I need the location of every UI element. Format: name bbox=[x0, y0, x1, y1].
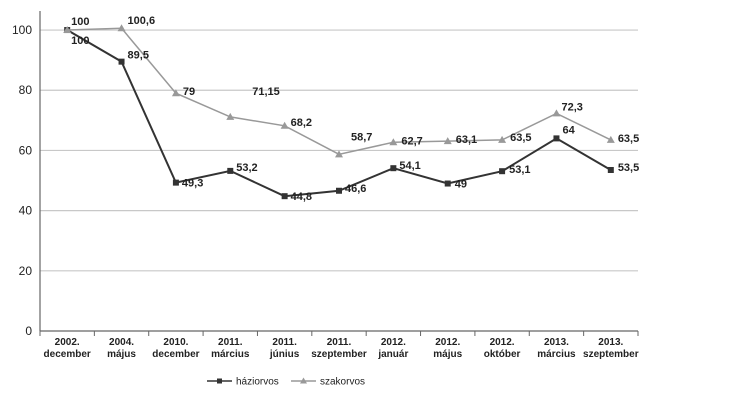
x-tick-label: 2011. bbox=[218, 337, 243, 348]
y-tick-label: 20 bbox=[19, 264, 33, 278]
x-tick-label: 2010. bbox=[163, 337, 188, 348]
x-tick-label: 2012. bbox=[435, 337, 460, 348]
x-tick-label: 2011. bbox=[272, 337, 297, 348]
data-point-szakorvos bbox=[606, 135, 615, 143]
data-label-háziorvos: 49,3 bbox=[182, 178, 203, 190]
data-point-szakorvos bbox=[171, 89, 180, 97]
data-point-szakorvos bbox=[498, 135, 507, 143]
x-tick-label: 2013. bbox=[598, 337, 623, 348]
x-tick-label: 2013. bbox=[544, 337, 569, 348]
data-label-layer: 100 89,5 49,3 53,2 44,8 46,6 54,1 49 53,1 64 53,5 1… bbox=[71, 15, 639, 203]
data-point-háziorvos bbox=[444, 180, 451, 187]
data-label-háziorvos: 54,1 bbox=[399, 160, 420, 172]
data-label-szakorvos: 63,5 bbox=[510, 132, 531, 144]
data-label-háziorvos: 53,2 bbox=[236, 162, 257, 174]
data-label-háziorvos: 49 bbox=[455, 179, 467, 191]
data-point-szakorvos bbox=[280, 121, 289, 129]
x-tick-label: szeptember bbox=[583, 349, 639, 360]
x-tick-label: szeptember bbox=[311, 349, 367, 360]
y-tick-label: 0 bbox=[25, 324, 32, 338]
data-point-szakorvos bbox=[443, 137, 452, 145]
data-label-szakorvos: 71,15 bbox=[252, 86, 280, 98]
data-label-szakorvos: 100 bbox=[71, 16, 89, 28]
data-label-szakorvos: 79 bbox=[183, 86, 195, 98]
data-point-háziorvos bbox=[553, 135, 560, 142]
legend: háziorvos szakorvos bbox=[207, 377, 365, 388]
data-point-háziorvos bbox=[336, 187, 342, 194]
x-tick-label: 2012. bbox=[490, 337, 515, 348]
data-label-háziorvos: 100 bbox=[71, 35, 89, 47]
legend-label-háziorvos: háziorvos bbox=[236, 377, 279, 388]
data-point-háziorvos bbox=[607, 166, 614, 173]
x-tick-label: 2011. bbox=[327, 337, 352, 348]
data-point-szakorvos bbox=[63, 26, 72, 34]
data-label-háziorvos: 44,8 bbox=[291, 191, 312, 203]
x-tick-label: június bbox=[269, 349, 300, 360]
data-point-szakorvos bbox=[389, 138, 398, 146]
data-point-háziorvos bbox=[118, 58, 125, 65]
data-point-háziorvos bbox=[172, 179, 179, 186]
data-label-szakorvos: 68,2 bbox=[291, 117, 312, 129]
x-tick-label: december bbox=[152, 349, 199, 360]
x-tick-label: 2012. bbox=[381, 337, 406, 348]
y-tick-label: 40 bbox=[19, 204, 33, 218]
legend-marker bbox=[300, 377, 307, 384]
data-label-szakorvos: 100,6 bbox=[128, 15, 156, 27]
x-tick-label: december bbox=[44, 349, 91, 360]
y-tick-label: 60 bbox=[19, 143, 33, 157]
x-tick-label: október bbox=[484, 349, 521, 360]
data-label-szakorvos: 62,7 bbox=[401, 135, 422, 147]
x-tick-label: január bbox=[377, 349, 408, 360]
data-label-szakorvos: 72,3 bbox=[561, 101, 582, 113]
x-tick-label: március bbox=[537, 349, 576, 360]
data-point-háziorvos bbox=[390, 165, 397, 172]
data-label-háziorvos: 53,1 bbox=[509, 164, 530, 176]
x-tick-label: május bbox=[433, 349, 462, 360]
series-layer bbox=[63, 24, 615, 200]
y-tick-label: 100 bbox=[12, 23, 32, 37]
data-point-háziorvos bbox=[281, 193, 288, 200]
data-label-háziorvos: 89,5 bbox=[128, 50, 149, 62]
x-tick-label: 2004. bbox=[109, 337, 134, 348]
data-label-háziorvos: 53,5 bbox=[618, 162, 639, 174]
x-tick-label: május bbox=[107, 349, 136, 360]
data-point-szakorvos bbox=[117, 24, 126, 32]
data-label-szakorvos: 58,7 bbox=[351, 131, 372, 143]
x-tick-label: 2002. bbox=[55, 337, 80, 348]
data-label-szakorvos: 63,1 bbox=[456, 134, 477, 146]
data-label-háziorvos: 46,6 bbox=[345, 183, 366, 195]
y-tick-label: 80 bbox=[19, 83, 33, 97]
x-tick-label: március bbox=[211, 349, 250, 360]
data-point-háziorvos bbox=[227, 167, 234, 174]
data-label-szakorvos: 63,5 bbox=[618, 133, 639, 145]
data-point-szakorvos bbox=[335, 150, 343, 158]
data-point-szakorvos bbox=[226, 112, 235, 120]
data-label-háziorvos: 64 bbox=[562, 124, 575, 136]
data-point-szakorvos bbox=[552, 109, 561, 117]
axis-layer: 0204060801002002.december2004.május2010.… bbox=[12, 11, 639, 360]
legend-label-szakorvos: szakorvos bbox=[320, 377, 365, 388]
data-point-háziorvos bbox=[499, 168, 506, 175]
legend-marker bbox=[217, 378, 222, 384]
